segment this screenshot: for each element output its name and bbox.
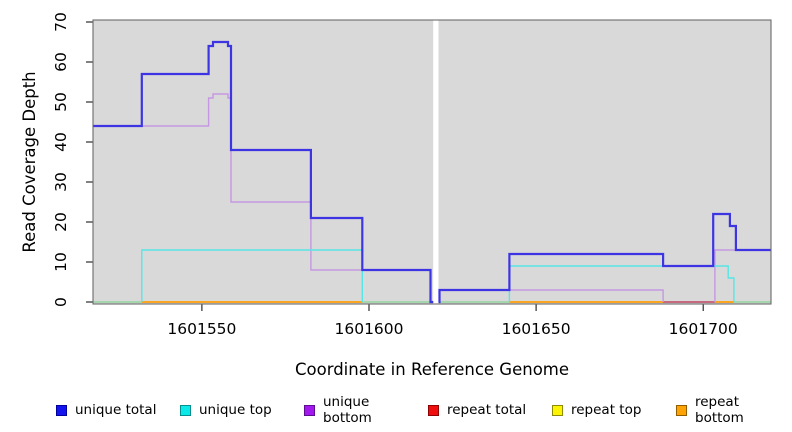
legend-item-repeat-bottom: repeat bottom <box>664 394 788 426</box>
x-tick-label: 1601550 <box>167 320 236 338</box>
y-tick-label: 70 <box>52 12 70 32</box>
legend-label: repeat top <box>571 402 642 418</box>
x-tick-label: 1601700 <box>669 320 738 338</box>
y-tick-label: 50 <box>52 92 70 112</box>
legend-item-unique-top: unique top <box>168 394 292 426</box>
legend-swatch-repeat-total-icon <box>428 404 439 416</box>
legend-label: repeat total <box>447 402 527 418</box>
legend-swatch-repeat-top-icon <box>552 404 563 416</box>
legend-swatch-unique-bottom-icon <box>304 404 315 416</box>
legend-label: unique bottom <box>323 394 372 426</box>
legend-label: unique top <box>199 402 272 418</box>
series-unique-total-line <box>438 212 771 304</box>
plot-panel-right <box>438 20 771 304</box>
x-axis-title: Coordinate in Reference Genome <box>294 360 570 379</box>
legend: unique total unique top unique bottom re… <box>44 394 788 426</box>
y-tick-label: 30 <box>52 172 70 192</box>
y-tick-label: 10 <box>52 252 70 272</box>
series-unique-top-line <box>141 249 363 302</box>
x-tick-label: 1601650 <box>502 320 571 338</box>
legend-swatch-unique-top-icon <box>180 404 191 416</box>
y-tick-label: 20 <box>52 212 70 232</box>
legend-item-repeat-top: repeat top <box>540 394 664 426</box>
legend-swatch-repeat-bottom-icon <box>676 404 687 416</box>
legend-item-repeat-total: repeat total <box>416 394 540 426</box>
x-tick-label: 1601600 <box>334 320 403 338</box>
y-tick-label: 40 <box>52 132 70 152</box>
legend-item-unique-bottom: unique bottom <box>292 394 416 426</box>
series-unique-total-line <box>93 40 434 304</box>
y-tick-label: 60 <box>52 52 70 72</box>
plot-box <box>92 19 772 305</box>
plot-panel-left <box>93 20 434 304</box>
y-tick-label: 0 <box>52 297 70 307</box>
y-axis-title: Read Coverage Depth <box>20 71 39 253</box>
legend-label: repeat bottom <box>695 394 744 426</box>
legend-label: unique total <box>75 402 157 418</box>
legend-swatch-unique-total-icon <box>56 404 67 416</box>
legend-item-unique-total: unique total <box>44 394 168 426</box>
